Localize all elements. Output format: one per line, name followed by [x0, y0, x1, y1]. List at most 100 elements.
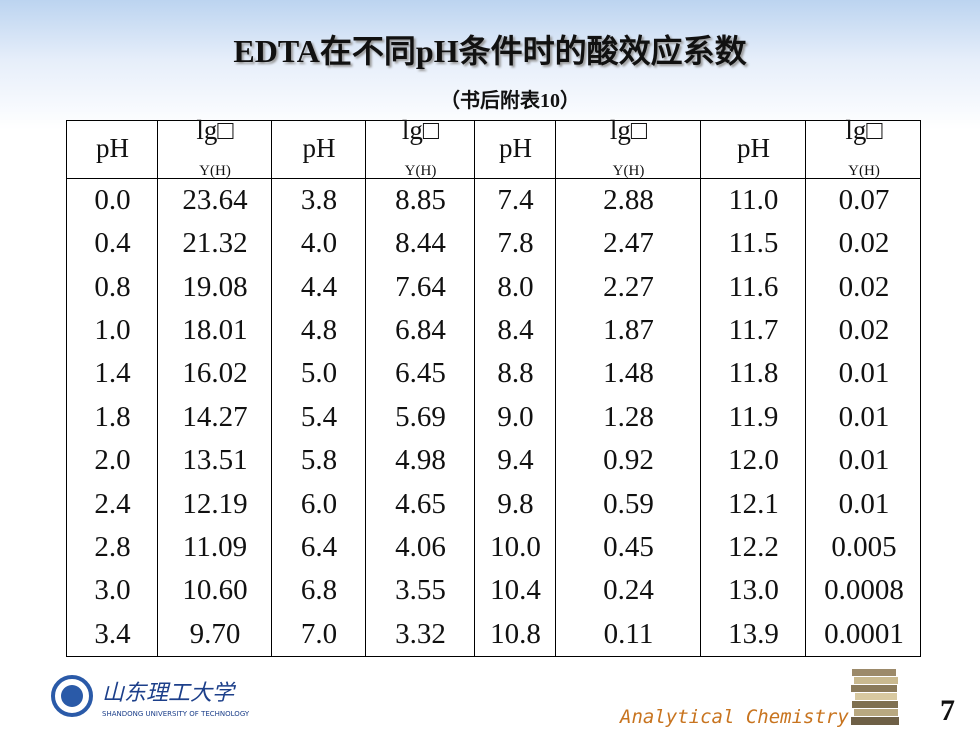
header-subscript: Y(H): [848, 163, 880, 179]
course-name: Analytical Chemistry: [620, 706, 849, 728]
table-cell: 13.9: [728, 617, 779, 650]
table-cell: 4.0: [300, 227, 338, 260]
column-rule: [271, 121, 272, 656]
books-icon: [851, 669, 899, 725]
table-cell: 7.8: [497, 227, 534, 260]
header-cell: lg□ Y(H): [556, 115, 701, 179]
logo-text: 山东理工大学: [102, 681, 237, 706]
table-cell: 12.19: [182, 487, 248, 520]
logo: 山东理工大学 SHANDONG UNIVERSITY OF TECHNOLOGY: [51, 675, 250, 718]
header-subscript: Y(H): [404, 163, 437, 179]
table-cell: 19.08: [182, 270, 248, 303]
table-cell: 8.85: [395, 184, 446, 216]
header-text: lg□: [609, 115, 648, 145]
column-rule: [157, 121, 158, 656]
table-cell: 8.4: [497, 314, 534, 347]
table-cell: 11.5: [728, 227, 779, 260]
table-cell: 2.27: [603, 270, 654, 303]
logo-subtext: SHANDONG UNIVERSITY OF TECHNOLOGY: [102, 710, 250, 718]
header-subscript: Y(H): [612, 163, 645, 179]
table-cell: 0.005: [831, 530, 897, 563]
header-text: pH: [302, 133, 336, 163]
table-cell: 8.8: [497, 357, 534, 390]
table-cell: 1.48: [603, 357, 654, 390]
book: [851, 717, 899, 725]
header-cell: pH: [475, 121, 556, 178]
table-cell: 0.02: [838, 270, 890, 303]
table-cell: 2.8: [94, 530, 131, 563]
header-text: lg□: [196, 115, 234, 145]
table-cell: 0.4: [94, 227, 131, 260]
logo-emblem-core: [61, 685, 83, 707]
table-cell: 11.09: [182, 530, 248, 563]
table-cell: 7.0: [300, 617, 338, 650]
table-cell: 1.4: [94, 357, 131, 390]
table-cell: 5.0: [300, 357, 338, 390]
table-cell: 4.8: [300, 314, 338, 347]
header-cell: lg□ Y(H): [158, 115, 272, 179]
table-cell: 0.0008: [824, 574, 904, 607]
table-cell: 2.88: [603, 184, 654, 216]
book: [855, 693, 897, 700]
table-cell: 4.65: [395, 487, 446, 520]
header-cell: pH: [67, 121, 158, 178]
table-cell: 0.59: [603, 487, 654, 520]
book: [854, 677, 898, 684]
table-cell: 13.51: [182, 444, 248, 477]
table-cell: 0.45: [603, 530, 654, 563]
table-cell: 10.60: [182, 574, 248, 607]
table-cell: 11.6: [728, 270, 779, 303]
table-cell: 18.01: [182, 314, 248, 347]
table-cell: 2.47: [603, 227, 654, 260]
header-text: pH: [737, 133, 770, 163]
header-cell: lg□ Y(H): [366, 115, 475, 179]
table-cell: 12.2: [728, 530, 779, 563]
table: pH lg□ Y(H) pH lg□ Y(H) pH lg□ Y(H) pH lg□ Y(H) 0.0 2…: [66, 115, 921, 657]
header-subscript: Y(H): [199, 163, 231, 179]
table-cell: 6.8: [300, 574, 338, 607]
table-cell: 6.45: [395, 357, 446, 390]
table-cell: 11.9: [728, 400, 779, 433]
table-cell: 0.01: [838, 357, 890, 390]
table-cell: 4.98: [395, 444, 446, 477]
table-cell: 0.01: [838, 400, 890, 433]
table-cell: 3.55: [395, 574, 446, 607]
column-rule: [474, 121, 475, 656]
table-cell: 0.02: [838, 314, 890, 347]
table-cell: 6.84: [395, 314, 446, 347]
table-cell: 2.0: [94, 444, 131, 477]
table-cell: 4.4: [300, 270, 338, 303]
book: [852, 669, 896, 676]
table-cell: 0.01: [838, 487, 890, 520]
table-cell: 9.70: [189, 617, 241, 650]
column-rule: [365, 121, 366, 656]
table-cell: 12.0: [728, 444, 779, 477]
table-cell: 23.64: [182, 184, 248, 216]
subtitle: （书后附表10）: [440, 90, 580, 112]
table-cell: 8.0: [497, 270, 534, 303]
table-cell: 0.01: [838, 444, 890, 477]
title: EDTA在不同pH条件时的酸效应系数: [233, 33, 747, 69]
book: [851, 685, 897, 692]
table-cell: 10.0: [490, 530, 541, 563]
table-cell: 0.0: [94, 184, 131, 216]
table-cell: 8.44: [395, 227, 446, 260]
table-cell: 1.8: [94, 400, 131, 433]
table-cell: 9.0: [497, 400, 534, 433]
table-cell: 14.27: [182, 400, 248, 433]
header-cell: pH: [272, 121, 366, 178]
header-cell: pH: [701, 121, 806, 178]
header-rule: [67, 178, 920, 179]
table-cell: 3.4: [94, 617, 131, 650]
header-text: lg□: [845, 115, 883, 145]
table-cell: 0.02: [838, 227, 890, 260]
table-cell: 10.8: [490, 617, 541, 650]
table-cell: 0.07: [838, 184, 890, 216]
table-cell: 16.02: [182, 357, 248, 390]
column-rule: [555, 121, 556, 656]
table-cell: 1.0: [94, 314, 131, 347]
table-cell: 3.8: [300, 184, 338, 216]
table-cell: 7.4: [497, 184, 534, 216]
table-cell: 0.11: [603, 617, 654, 650]
